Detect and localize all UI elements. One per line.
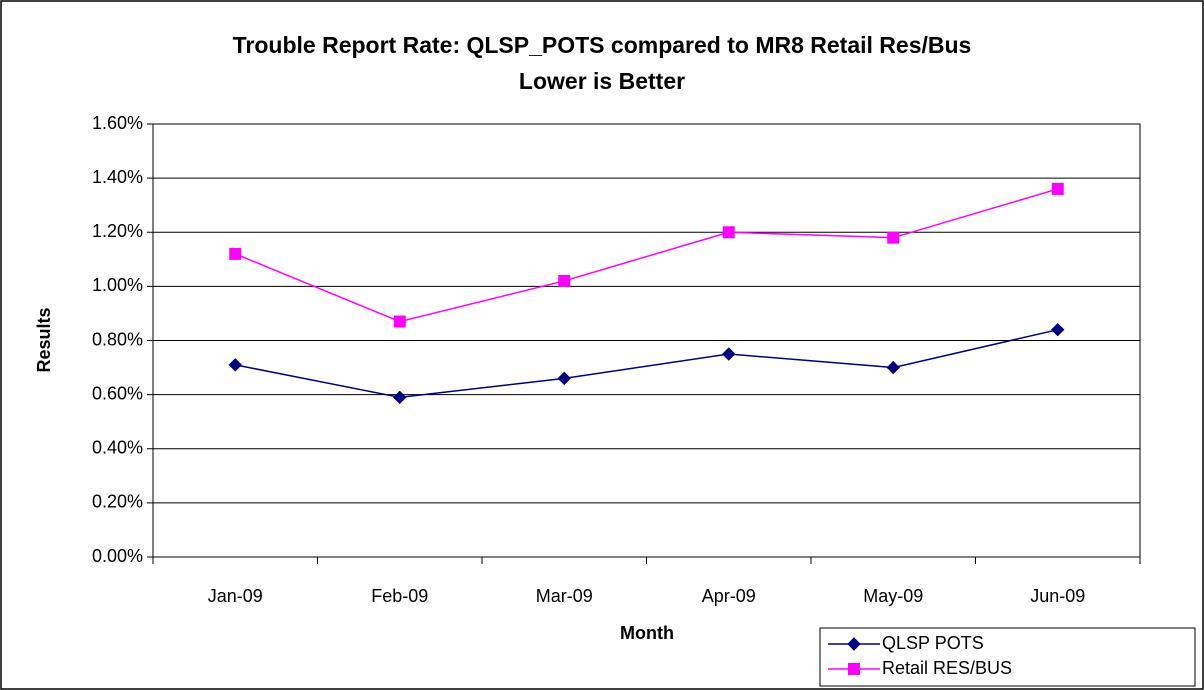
legend-marker	[847, 637, 861, 651]
data-point	[1051, 322, 1065, 337]
y-tick-label: 0.00%	[92, 546, 143, 566]
x-tick-label: Mar-09	[536, 586, 593, 606]
data-point	[722, 347, 736, 361]
data-point	[886, 360, 900, 375]
x-tick-label: May-09	[863, 586, 923, 606]
chart-subtitle: Lower is Better	[519, 68, 685, 94]
data-point	[1051, 182, 1064, 195]
x-tick-label: Jan-09	[208, 586, 263, 606]
x-tick-label: Apr-09	[702, 586, 756, 606]
y-tick-label: 0.80%	[92, 329, 143, 349]
y-tick-label: 1.20%	[92, 221, 143, 241]
x-tick-label: Feb-09	[371, 586, 428, 606]
y-tick-label: 0.40%	[92, 438, 143, 458]
data-point	[229, 247, 242, 260]
data-point	[558, 274, 571, 287]
y-tick-label: 1.00%	[92, 275, 143, 295]
y-tick-label: 0.20%	[92, 492, 143, 512]
data-point	[393, 315, 406, 328]
y-tick-label: 1.60%	[92, 113, 143, 133]
series-line	[234, 188, 1058, 323]
data-point	[393, 390, 407, 405]
y-tick-label: 1.40%	[92, 167, 143, 187]
y-tick-label: 0.60%	[92, 383, 143, 403]
series-line	[235, 328, 1058, 399]
y-axis-label: Results	[34, 307, 54, 372]
legend-label: Retail RES/BUS	[882, 658, 1012, 678]
chart-title: Trouble Report Rate: QLSP_POTS compared …	[233, 32, 972, 58]
legend	[819, 627, 1196, 687]
data-point	[557, 371, 571, 386]
data-point	[722, 226, 735, 239]
x-tick-label: Jun-09	[1030, 586, 1085, 606]
data-point	[228, 358, 242, 372]
legend-marker	[848, 663, 860, 675]
data-point	[887, 231, 900, 244]
x-axis-label: Month	[620, 623, 674, 643]
legend-label: QLSP POTS	[882, 633, 984, 653]
